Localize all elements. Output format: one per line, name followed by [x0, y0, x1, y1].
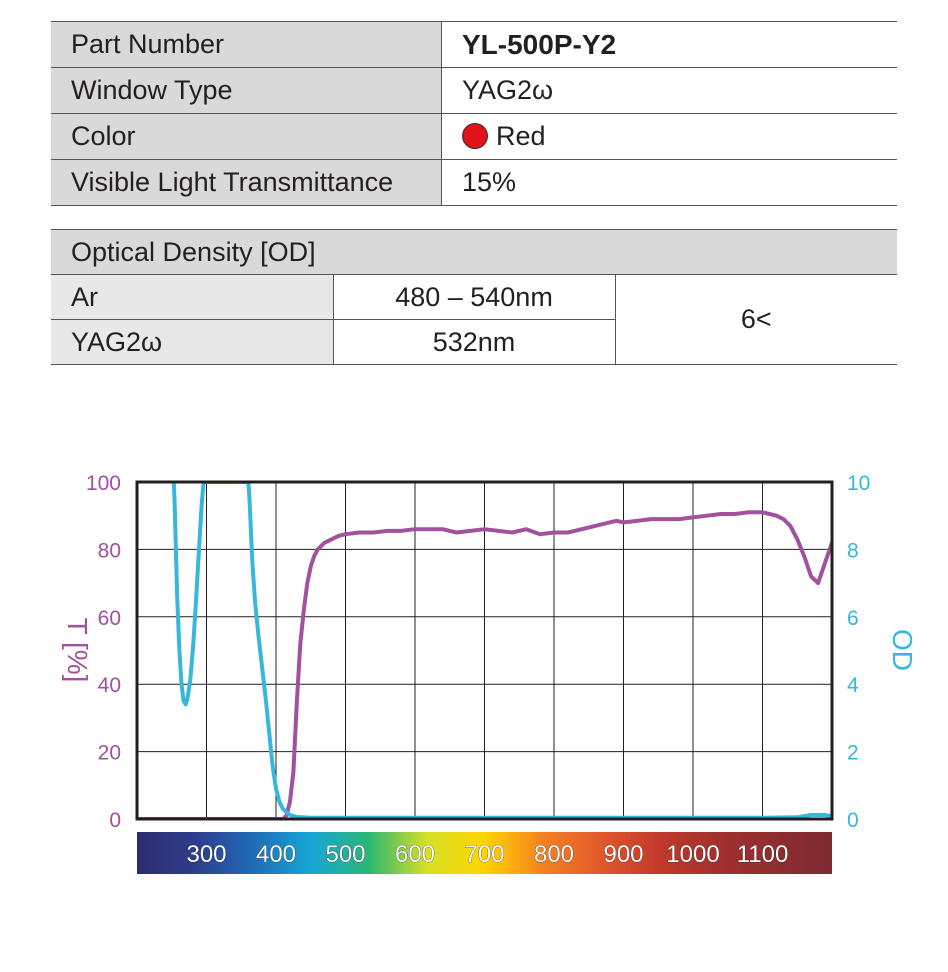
left-tick-label: 40 [98, 674, 121, 697]
right-tick-label: 0 [847, 809, 859, 832]
left-tick-label: 80 [98, 539, 121, 562]
od-table: Optical Density [OD] Ar 480 – 540nm 6< Y… [51, 229, 897, 365]
spectrum-bar [137, 832, 832, 874]
od-row: Ar 480 – 540nm 6< [51, 274, 897, 365]
x-tick-label: 300 [186, 841, 226, 868]
od-laser-label: YAG2ω [51, 319, 334, 365]
x-tick-label: 600 [395, 841, 435, 868]
right-tick-label: 6 [847, 607, 859, 630]
transmittance-line [137, 510, 832, 819]
od-header: Optical Density [OD] [51, 229, 897, 275]
od-wavelength: 532nm [333, 319, 616, 365]
window-type-label: Window Type [51, 67, 442, 114]
right-tick-label: 8 [847, 539, 859, 562]
transmittance-od-chart: 0 20 40 60 80 100 0 2 4 6 8 10 300 400 500 600 700 800 9… [62, 472, 918, 874]
od-laser-label: Ar [51, 274, 334, 320]
color-cell: Red [441, 113, 897, 160]
x-tick-label: 800 [534, 841, 574, 868]
window-type-value: YAG2ω [441, 67, 897, 114]
spec-row-vlt: Visible Light Transmittance 15% [51, 159, 897, 206]
right-axis-ticks: 0 2 4 6 8 10 [847, 472, 870, 832]
od-row: YAG2ω 532nm [51, 319, 897, 365]
right-axis-label: OD [887, 629, 918, 671]
od-header-row: Optical Density [OD] [51, 229, 897, 275]
chart-grid [137, 481, 832, 820]
spec-row-window-type: Window Type YAG2ω [51, 67, 897, 114]
right-tick-label: 4 [847, 674, 859, 697]
x-axis-ticks: 300 400 500 600 700 800 900 1000 1100 [186, 841, 789, 869]
left-tick-label: 0 [109, 809, 121, 832]
x-tick-label: 700 [464, 841, 504, 868]
color-value: Red [496, 121, 546, 151]
spec-row-color: Color Red [51, 113, 897, 160]
plot-frame [135, 480, 834, 821]
x-tick-label: 1000 [666, 841, 719, 868]
od-wavelength: 480 – 540nm [333, 274, 616, 320]
spec-row-part-number: Part Number YL-500P-Y2 [51, 21, 897, 68]
spec-table: Part Number YL-500P-Y2 Window Type YAG2ω… [51, 21, 897, 206]
x-tick-label: 1100 [737, 841, 789, 868]
left-axis-label: T [%] [62, 618, 93, 683]
x-tick-label: 900 [603, 841, 643, 868]
x-tick-label: 500 [325, 841, 365, 868]
left-tick-label: 20 [98, 742, 121, 765]
part-number-value: YL-500P-Y2 [441, 21, 897, 68]
left-axis-ticks: 0 20 40 60 80 100 [86, 472, 121, 832]
vlt-label: Visible Light Transmittance [51, 159, 442, 206]
right-tick-label: 10 [847, 472, 870, 495]
right-tick-label: 2 [847, 742, 859, 765]
vlt-value: 15% [441, 159, 897, 206]
part-number-label: Part Number [51, 21, 442, 68]
od-value: 6< [615, 274, 897, 365]
left-tick-label: 100 [86, 472, 121, 495]
color-label: Color [51, 113, 442, 160]
left-tick-label: 60 [98, 607, 121, 630]
color-swatch [462, 123, 488, 149]
x-tick-label: 400 [256, 841, 296, 868]
